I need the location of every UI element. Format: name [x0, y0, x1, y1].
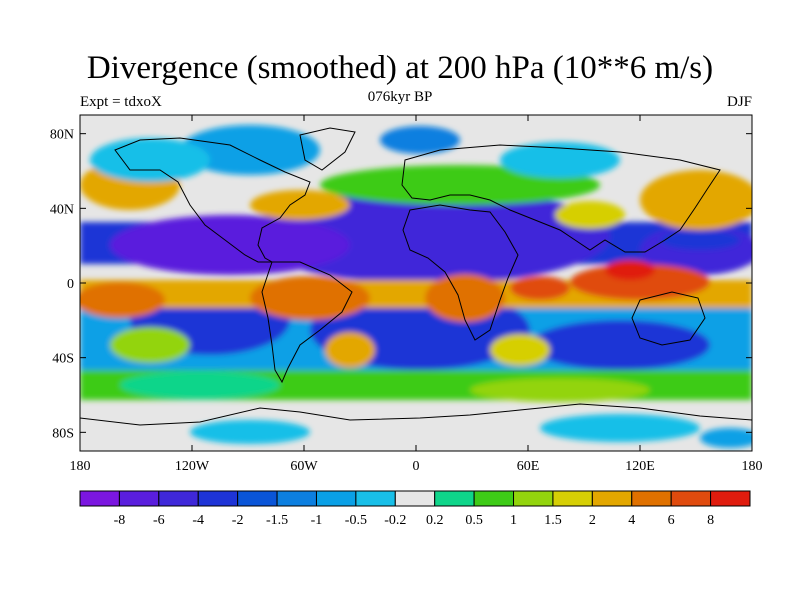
colorbar-label: -0.2	[384, 513, 406, 528]
colorbar-swatch	[355, 490, 396, 507]
colorbar-swatch	[513, 490, 554, 507]
y-tick-label: 40S	[52, 352, 74, 367]
colorbar-swatch	[591, 490, 633, 507]
divergence-field	[80, 115, 752, 451]
y-tick-label: 80N	[50, 128, 74, 143]
colorbar-label: 0.2	[426, 513, 444, 528]
south-america-coast	[261, 261, 353, 384]
colorbar-label: 2	[589, 513, 596, 528]
x-tick-label: 60W	[290, 459, 318, 474]
colorbar-label: -6	[153, 513, 165, 528]
colorbar-swatch	[434, 490, 475, 507]
colorbar-label: 8	[707, 513, 714, 528]
colorbar-label: 0.5	[465, 513, 483, 528]
antarctica-coast	[80, 403, 752, 426]
colorbar-label: 1.5	[544, 513, 562, 528]
colorbar-swatch	[710, 490, 751, 507]
colorbar-swatch	[158, 490, 199, 507]
colorbar-swatch	[237, 490, 278, 507]
experiment-label: Expt = tdxoX	[80, 94, 162, 110]
colorbar: -8 -6 -4 -2 -1.5 -1 -0.5 -0.2 0.2 0.5 1 1.5 2 4 6 8	[79, 490, 751, 528]
y-axis: 80N 40N 0 40S 80S	[50, 128, 752, 441]
colorbar-label: -1	[311, 513, 323, 528]
colorbar-label: 6	[668, 513, 675, 528]
colorbar-swatch	[631, 490, 672, 507]
x-tick-label: 180	[70, 459, 91, 474]
x-axis: 180 120W 60W 0 60E 120E 180	[70, 115, 763, 474]
y-tick-label: 40N	[50, 202, 74, 217]
colorbar-label: 4	[628, 513, 635, 528]
colorbar-swatch	[315, 490, 357, 507]
australia-coast	[631, 291, 706, 346]
colorbar-swatch	[670, 490, 712, 507]
colorbar-swatch	[197, 490, 239, 507]
colorbar-swatch	[276, 490, 317, 507]
colorbar-swatch	[473, 490, 515, 507]
colorbar-label: -0.5	[345, 513, 367, 528]
colorbar-swatch	[552, 490, 593, 507]
season-label: DJF	[726, 94, 752, 110]
greenland-coast	[299, 127, 356, 171]
colorbar-label: -4	[192, 513, 204, 528]
colorbar-swatch	[118, 490, 160, 507]
eurasia-coast	[401, 144, 721, 253]
y-tick-label: 0	[67, 277, 74, 292]
colorbar-label: -8	[114, 513, 126, 528]
colorbar-swatch	[79, 490, 120, 507]
north-america-coast	[114, 137, 311, 263]
x-tick-label: 60E	[517, 459, 540, 474]
x-tick-label: 120E	[625, 459, 655, 474]
x-tick-label: 180	[742, 459, 763, 474]
africa-coast	[402, 204, 519, 341]
x-tick-label: 120W	[175, 459, 210, 474]
colorbar-label: 1	[510, 513, 517, 528]
colorbar-label: -1.5	[266, 513, 288, 528]
colorbar-label: -2	[232, 513, 244, 528]
coastlines	[80, 127, 752, 426]
y-tick-label: 80S	[52, 426, 74, 441]
period-label: 076kyr BP	[367, 89, 433, 105]
map-title: Divergence (smoothed) at 200 hPa (10**6 …	[86, 50, 714, 86]
x-tick-label: 0	[413, 459, 420, 474]
colorbar-swatch	[394, 490, 436, 507]
